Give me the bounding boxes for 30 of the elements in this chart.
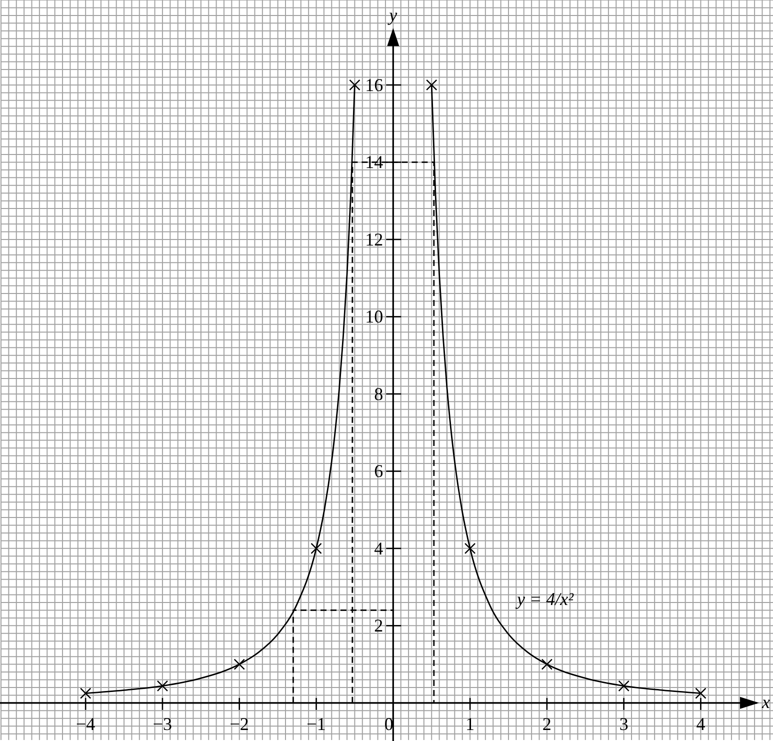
- y-tick-label: 8: [374, 384, 384, 404]
- point: [80, 688, 92, 699]
- point: [618, 680, 630, 692]
- y-tick-label: 10: [365, 306, 384, 327]
- y-tick-label: 4: [374, 538, 384, 558]
- x-tick-label: −1: [306, 714, 326, 734]
- x-tick-label: 0: [384, 714, 394, 734]
- annotation: y = 4/x²: [515, 589, 574, 609]
- y-tick-label: 16: [365, 74, 384, 95]
- x-tick-label: 3: [619, 714, 628, 734]
- point: [464, 542, 476, 554]
- point: [695, 688, 706, 699]
- x-tick-label: −2: [230, 714, 249, 734]
- point: [234, 658, 245, 670]
- point: [349, 79, 360, 91]
- point: [541, 658, 553, 670]
- y-tick-label: 14: [365, 152, 384, 172]
- point: [156, 680, 168, 692]
- x-tick-label: 2: [542, 714, 552, 734]
- x-tick-label: 4: [696, 714, 706, 734]
- y-tick-label: 2: [374, 616, 384, 636]
- x-tick-label: −4: [76, 714, 96, 734]
- x-tick-label: −3: [152, 714, 172, 734]
- point: [426, 79, 438, 91]
- x-tick-label: 1: [466, 714, 475, 734]
- y-axis-title: y: [387, 5, 398, 25]
- y-tick-label: 12: [365, 229, 384, 250]
- x-axis-title: x: [761, 692, 770, 712]
- point: [310, 542, 322, 554]
- y-tick-label: 6: [374, 461, 384, 482]
